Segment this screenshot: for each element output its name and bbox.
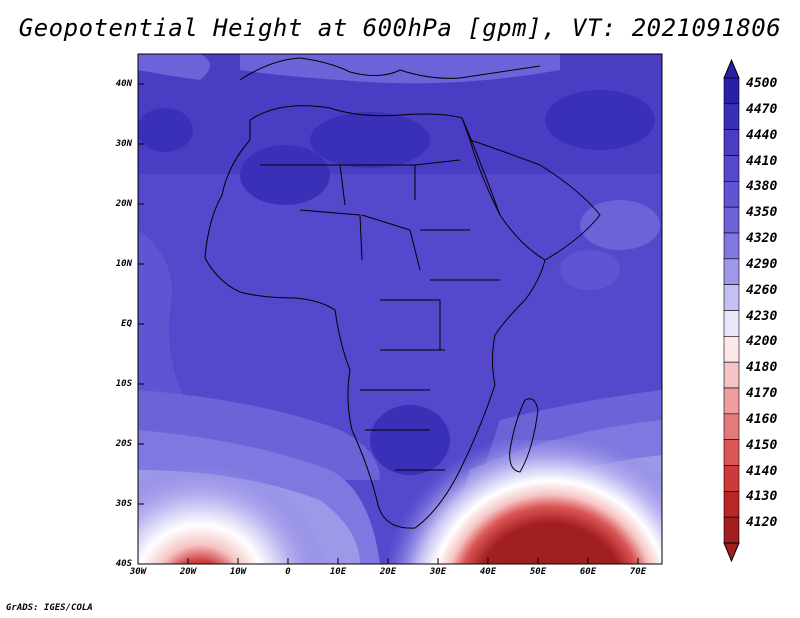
lat-tick-label: 40N <box>115 79 132 89</box>
colorbar-swatch <box>723 516 740 544</box>
axis-ticks <box>138 83 639 564</box>
lon-tick-label: 10W <box>229 567 247 577</box>
colorbar-level-label: 4140 <box>746 463 778 479</box>
colorbar-level-label: 4230 <box>746 308 778 324</box>
colorbar-level-label: 4290 <box>746 256 778 272</box>
colorbar-swatch <box>723 181 740 208</box>
colorbar-level-label: 4180 <box>746 360 778 376</box>
lat-tick-label: 10N <box>115 259 132 269</box>
colorbar-swatch <box>723 103 740 130</box>
lon-tick-label: 30W <box>129 567 147 577</box>
lon-tick-label: 40E <box>479 567 497 577</box>
colorbar-level-label: 4260 <box>746 282 778 298</box>
colorbar-top-arrow <box>723 58 740 79</box>
colorbar-swatch <box>723 232 740 260</box>
colorbar-swatch <box>723 129 740 156</box>
lat-tick-label: EQ <box>121 319 132 329</box>
colorbar-bottom-arrow <box>723 542 740 563</box>
colorbar-level-label: 4170 <box>746 386 778 401</box>
colorbar-swatch <box>723 439 740 466</box>
lon-tick-label: 60E <box>579 567 597 577</box>
lon-tick-label: 30E <box>429 567 447 577</box>
colorbar-level-label: 4500 <box>746 76 778 91</box>
lon-tick-label: 70E <box>629 567 647 577</box>
lon-tick-label: 10E <box>329 567 347 577</box>
lat-tick-label: 30S <box>115 499 132 509</box>
colorbar-swatch <box>723 413 740 440</box>
lon-tick-label: 0 <box>285 567 291 577</box>
colorbar-swatch <box>723 284 740 311</box>
height-field <box>138 54 662 564</box>
colorbar-swatch <box>723 77 740 105</box>
colorbar-level-label: 4380 <box>746 179 778 195</box>
lat-tick-label: 10S <box>115 379 132 389</box>
colorbar-level-label: 4320 <box>746 231 778 246</box>
map-frame <box>137 53 663 565</box>
colorbar-swatch <box>723 491 740 518</box>
lat-tick-label: 20N <box>115 199 132 209</box>
colorbar-swatch <box>723 361 740 389</box>
chart-title: Geopotential Height at 600hPa [gpm], VT:… <box>18 14 782 42</box>
lon-tick-label: 20E <box>379 567 397 577</box>
lat-tick-label: 30N <box>115 139 132 149</box>
colorbar-level-label: 4130 <box>746 489 778 505</box>
colorbar-level-label: 4440 <box>746 127 778 143</box>
colorbar-swatch <box>723 387 740 415</box>
footer-credit: GrADS: IGES/COLA <box>6 603 93 613</box>
colorbar <box>723 58 740 563</box>
colorbar-level-label: 4150 <box>746 437 778 453</box>
colorbar-level-label: 4160 <box>746 411 778 427</box>
colorbar-swatch <box>723 258 740 285</box>
colorbar-swatch <box>723 206 740 234</box>
colorbar-level-label: 4410 <box>746 153 778 169</box>
colorbar-level-label: 4350 <box>746 205 778 221</box>
coastlines <box>204 57 601 529</box>
lon-tick-label: 50E <box>529 567 547 577</box>
colorbar-swatch <box>723 155 740 182</box>
colorbar-level-label: 4470 <box>746 101 778 117</box>
colorbar-level-label: 4200 <box>746 334 778 350</box>
colorbar-swatch <box>723 465 740 492</box>
colorbar-swatch <box>723 336 740 363</box>
lon-tick-label: 20W <box>179 567 197 577</box>
colorbar-swatch <box>723 310 740 337</box>
lat-tick-label: 20S <box>115 439 132 449</box>
colorbar-level-label: 4120 <box>746 515 778 531</box>
lat-tick-label: 40S <box>115 559 132 569</box>
